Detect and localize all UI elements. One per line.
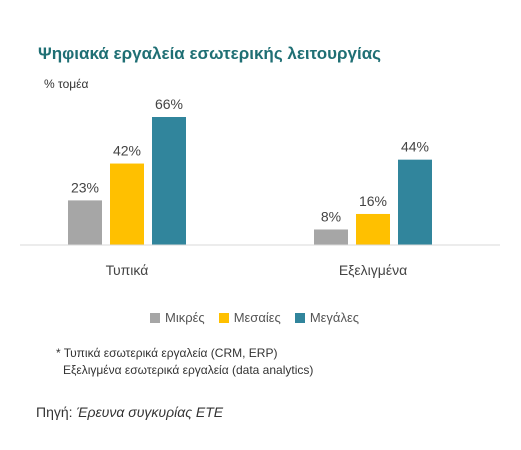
legend-item: Μικρές [150,310,205,325]
legend-swatch [294,312,305,323]
bar-value-label: 16% [359,193,387,209]
chart-title: Ψηφιακά εργαλεία εσωτερικής λειτουργίας [38,44,382,63]
legend-item: Μεγάλες [294,310,360,325]
source-line: Πηγή: Έρευνα συγκυρίας ΕΤΕ [36,404,223,420]
bar [356,213,390,245]
legend-label: Μεσαίες [233,310,281,325]
legend-item: Μεσαίες [218,310,281,325]
bars-layer [68,117,432,245]
bar [110,163,144,245]
bar [68,200,102,245]
source-label: Πηγή: [36,404,73,420]
category-label: Τυπικά [106,262,149,278]
footnote: * Τυπικά εσωτερικά εργαλεία (CRM, ERP) Ε… [56,345,313,379]
bar-value-label: 44% [401,139,429,155]
category-label: Εξελιγμένα [339,262,407,278]
bar-value-label: 66% [155,96,183,112]
bar [398,159,432,245]
labels-layer: 23% 42% 66% Τυπικά 8% 16% 44% Εξελιγμένα [71,96,429,278]
legend: Μικρές Μεσαίες Μεγάλες [150,310,359,325]
legend-swatch [150,312,160,323]
legend-label: Μικρές [165,310,205,325]
source-name: Έρευνα συγκυρίας ΕΤΕ [76,404,224,420]
bar [314,229,348,245]
legend-label: Μεγάλες [309,310,360,325]
bar-value-label: 23% [71,179,99,195]
legend-swatch [218,312,229,323]
footnote-line-2: Εξελιγμένα εσωτερικά εργαλεία (data anal… [63,363,314,377]
footnote-line-1: * Τυπικά εσωτερικά εργαλεία (CRM, ERP) [56,346,278,360]
y-axis-label: % τομέα [44,77,89,91]
bar-value-label: 8% [321,208,341,224]
bar [152,117,186,245]
bar-value-label: 42% [113,143,141,159]
